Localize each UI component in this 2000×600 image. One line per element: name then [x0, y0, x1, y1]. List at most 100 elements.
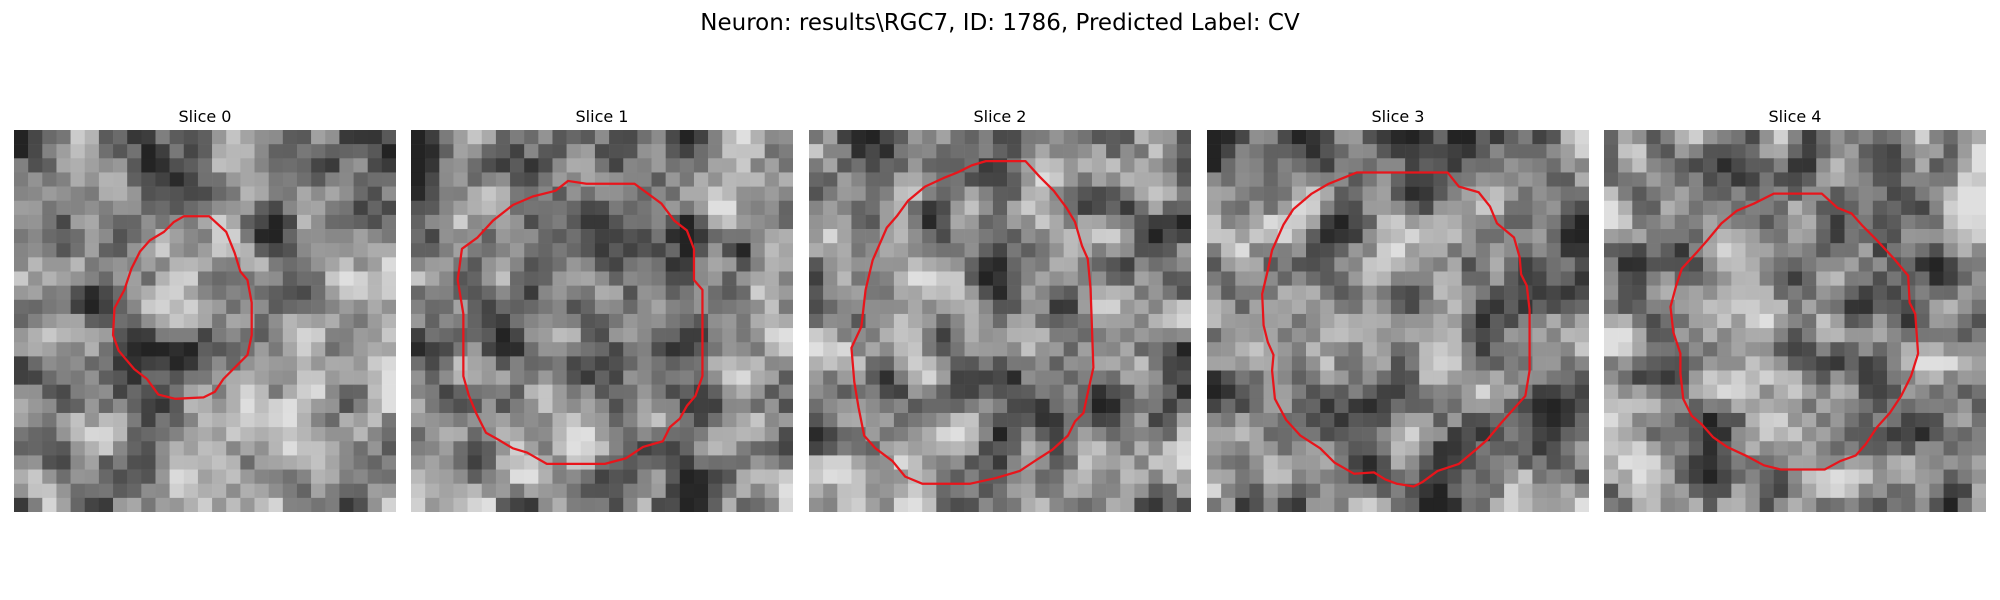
image-pixel — [510, 186, 525, 202]
image-pixel — [1021, 186, 1036, 202]
image-pixel — [212, 130, 227, 145]
image-pixel — [1249, 356, 1264, 371]
image-pixel — [978, 144, 994, 159]
image-pixel — [1886, 130, 1902, 145]
image-pixel — [367, 469, 383, 484]
image-pixel — [212, 299, 227, 315]
image-pixel — [1802, 299, 1817, 315]
image-pixel — [169, 469, 185, 484]
image-pixel — [268, 313, 284, 329]
image-pixel — [851, 356, 866, 371]
image-pixel — [1405, 229, 1420, 244]
image-pixel — [1717, 328, 1732, 343]
image-pixel — [42, 271, 57, 286]
image-pixel — [1207, 200, 1222, 216]
image-pixel — [1419, 172, 1434, 187]
image-pixel — [339, 398, 354, 414]
image-pixel — [1320, 158, 1335, 173]
image-pixel — [736, 243, 751, 258]
image-pixel — [1320, 186, 1335, 202]
image-pixel — [722, 243, 737, 258]
image-pixel — [495, 229, 511, 244]
image-pixel — [1063, 427, 1079, 442]
image-pixel — [1703, 328, 1718, 343]
image-pixel — [679, 214, 695, 230]
image-pixel — [28, 398, 43, 414]
image-pixel — [197, 172, 213, 187]
image-pixel — [693, 328, 709, 343]
image-pixel — [1035, 313, 1050, 329]
image-pixel — [1745, 243, 1760, 258]
image-pixel — [1120, 299, 1135, 315]
image-pixel — [425, 342, 440, 357]
image-pixel — [1574, 130, 1589, 145]
image-pixel — [1703, 455, 1718, 470]
image-pixel — [764, 370, 780, 385]
image-pixel — [1660, 328, 1676, 343]
image-pixel — [1759, 130, 1775, 145]
image-pixel — [367, 384, 383, 400]
image-pixel — [851, 200, 866, 216]
image-pixel — [651, 469, 666, 484]
image-pixel — [510, 243, 525, 258]
image-pixel — [1787, 455, 1803, 470]
image-pixel — [1334, 356, 1349, 371]
image-pixel — [1148, 412, 1163, 428]
image-pixel — [1745, 427, 1760, 442]
image-pixel — [1106, 144, 1121, 159]
image-pixel — [1915, 412, 1930, 428]
image-pixel — [1475, 214, 1491, 230]
image-pixel — [268, 214, 284, 230]
image-pixel — [1207, 243, 1222, 258]
image-pixel — [1546, 158, 1561, 173]
image-pixel — [1334, 130, 1349, 145]
image-pixel — [1120, 398, 1135, 414]
image-pixel — [56, 229, 71, 244]
image-pixel — [1405, 427, 1420, 442]
image-pixel — [296, 229, 312, 244]
image-pixel — [1745, 398, 1760, 414]
image-pixel — [1077, 497, 1093, 512]
image-pixel — [1703, 299, 1718, 315]
image-pixel — [325, 483, 340, 499]
image-pixel — [1759, 200, 1775, 216]
image-pixel — [1419, 257, 1434, 272]
image-pixel — [411, 285, 426, 301]
image-pixel — [1461, 229, 1477, 244]
image-pixel — [1830, 342, 1845, 357]
image-pixel — [1915, 398, 1930, 414]
image-pixel — [893, 186, 909, 202]
image-pixel — [1731, 455, 1746, 470]
image-pixel — [98, 214, 114, 230]
image-pixel — [1604, 384, 1619, 400]
image-pixel — [1858, 384, 1874, 400]
image-pixel — [1021, 370, 1036, 385]
image-pixel — [282, 144, 298, 159]
image-pixel — [411, 200, 426, 216]
image-pixel — [1249, 313, 1264, 329]
image-pixel — [1688, 313, 1704, 329]
image-pixel — [56, 186, 71, 202]
image-pixel — [1830, 214, 1845, 230]
image-pixel — [637, 200, 652, 216]
image-pixel — [481, 455, 497, 470]
image-pixel — [141, 427, 156, 442]
image-pixel — [1291, 243, 1307, 258]
image-pixel — [212, 328, 227, 343]
image-pixel — [1759, 384, 1775, 400]
image-pixel — [1574, 243, 1589, 258]
image-pixel — [693, 342, 709, 357]
image-pixel — [950, 441, 965, 456]
image-pixel — [1447, 271, 1462, 286]
image-pixel — [609, 398, 624, 414]
image-pixel — [950, 370, 965, 385]
image-pixel — [950, 257, 965, 272]
image-pixel — [1886, 285, 1902, 301]
image-pixel — [1291, 370, 1307, 385]
image-pixel — [411, 497, 426, 512]
image-pixel — [764, 158, 780, 173]
image-pixel — [708, 158, 723, 173]
image-pixel — [1787, 497, 1803, 512]
image-pixel — [1745, 172, 1760, 187]
image-pixel — [1134, 158, 1149, 173]
